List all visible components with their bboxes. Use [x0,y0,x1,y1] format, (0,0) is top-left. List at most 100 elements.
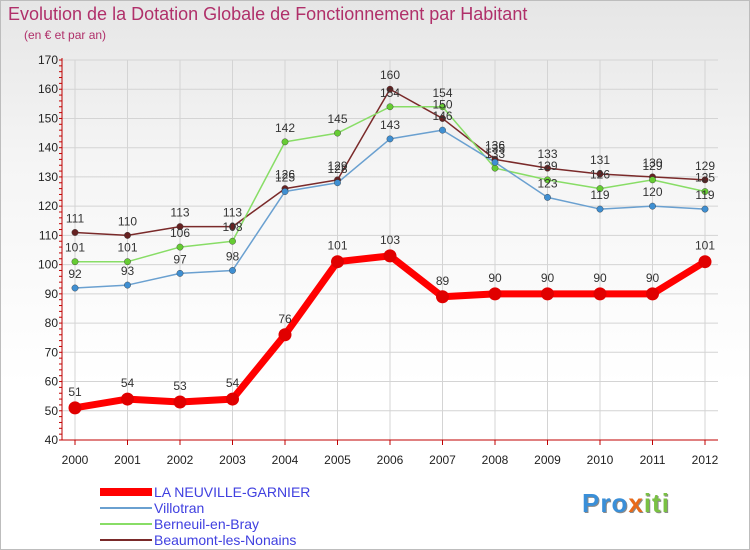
logo-part-x: x [628,488,644,518]
series-1-data-label: 119 [695,188,714,202]
series-3-point [176,223,184,231]
series-0-point [383,249,397,263]
x-tick-label: 2012 [692,453,719,467]
chart-title: Evolution de la Dotation Globale de Fonc… [8,4,528,24]
series-2-data-label: 101 [65,241,85,255]
x-tick-label: 2009 [534,453,561,467]
proxiti-logo: Proxiti [582,488,670,519]
series-0-data-label: 76 [278,312,292,326]
series-3-point [439,115,446,122]
series-1-point [386,135,394,143]
series-0-data-label: 89 [436,274,450,288]
series-1-data-label: 98 [226,249,240,263]
x-tick-label: 2004 [272,453,299,467]
legend-swatch-3 [100,539,152,541]
x-tick-label: 2000 [62,453,89,467]
y-tick-label: 40 [45,433,59,447]
series-1-data-label: 120 [642,185,662,199]
series-3-data-label: 113 [170,206,189,220]
y-tick-label: 60 [45,375,59,389]
y-tick-label: 170 [38,53,58,67]
y-tick-label: 80 [45,316,59,330]
series-0-point [488,287,502,301]
series-1-data-label: 135 [485,141,505,155]
x-tick-label: 2003 [219,453,246,467]
series-0-data-label: 53 [173,379,187,393]
y-tick-label: 50 [45,404,59,418]
y-tick-label: 140 [38,141,58,155]
series-3-data-label: 131 [590,153,610,167]
series-2-point [71,258,79,266]
series-2-data-label: 108 [222,220,242,234]
series-3-point [229,223,236,231]
x-tick-label: 2010 [587,453,614,467]
series-0-point [278,328,292,342]
series-2-point [124,258,131,266]
x-tick-label: 2011 [640,453,666,467]
series-3-data-label: 160 [380,68,400,82]
series-2-point [176,243,184,251]
series-1-data-label: 93 [121,264,135,278]
series-2-point [281,138,289,146]
axes: 40 50 60 70 80 90 100 110 120 130 140 150 160 170 2000… [38,53,719,467]
series-1-data-label: 119 [590,188,609,202]
series-3-data-label: 113 [223,206,242,220]
series-1-point [649,202,656,210]
series-0-data-label: 103 [380,233,400,247]
series-0-point [331,255,344,269]
legend-label-3: Beaumont-les-Nonains [154,532,297,548]
series-1-data-label: 125 [275,171,295,185]
series-1-point [71,284,79,292]
series-2-data-label: 129 [642,159,662,173]
series-0-data-label: 90 [488,271,502,285]
series-0-point [593,287,607,301]
series-0-data-label: 90 [646,271,660,285]
y-tick-label: 100 [38,258,58,272]
series-1-data-label: 123 [537,176,557,190]
series-2-point [439,103,446,111]
series-3-data-label: 110 [118,214,137,228]
series-1-data-label: 128 [327,162,347,176]
series-1-point [544,193,551,201]
series-2-point [334,129,341,137]
y-tick-label: 160 [38,82,58,96]
series-2-data-label: 125 [695,171,715,185]
series-3-point [124,231,131,239]
series-3-data-label: 126 [275,168,295,182]
series-3-data-label: 133 [537,147,557,161]
series-3-point [71,229,79,236]
series-0-point [68,401,82,415]
series-2-point [229,237,236,245]
series-0-point [436,290,449,304]
x-tick-label: 2007 [429,453,456,467]
series-3-data-label: 111 [66,211,85,225]
series-0-point [173,395,187,409]
series-3-data-label: 130 [642,156,662,170]
series-3-data-label: 129 [695,159,715,173]
legend-label-0: LA NEUVILLE-GARNIER [154,484,311,500]
series-0-data-label: 90 [593,271,607,285]
series-1-point [334,179,341,187]
series-3-data-label: 150 [432,97,452,111]
series-1-point [439,126,446,134]
series-1-point [229,267,236,274]
series-1-data-label: 146 [432,109,452,123]
logo-part-2: iti [643,488,670,518]
series-2-point [544,176,551,184]
series-2-data-label: 126 [590,168,610,182]
legend-label-2: Berneuil-en-Bray [154,516,260,532]
series-0-point [646,287,659,301]
series-1-point [596,205,604,213]
series-2-data-label: 154 [380,86,400,100]
series-0-data-label: 54 [226,376,240,390]
y-tick-label: 150 [38,111,58,125]
series-3-point [596,170,604,178]
series-2-data-label: 129 [537,159,557,173]
series-0-data-label: 101 [695,239,715,253]
series-3-point [701,176,709,184]
legend-label-1: Villotran [154,500,205,516]
chart-subtitle: (en € et par an) [24,28,107,42]
series-1-point [124,281,131,289]
series-2-data-label: 101 [117,241,137,255]
series-2-point [701,188,709,195]
